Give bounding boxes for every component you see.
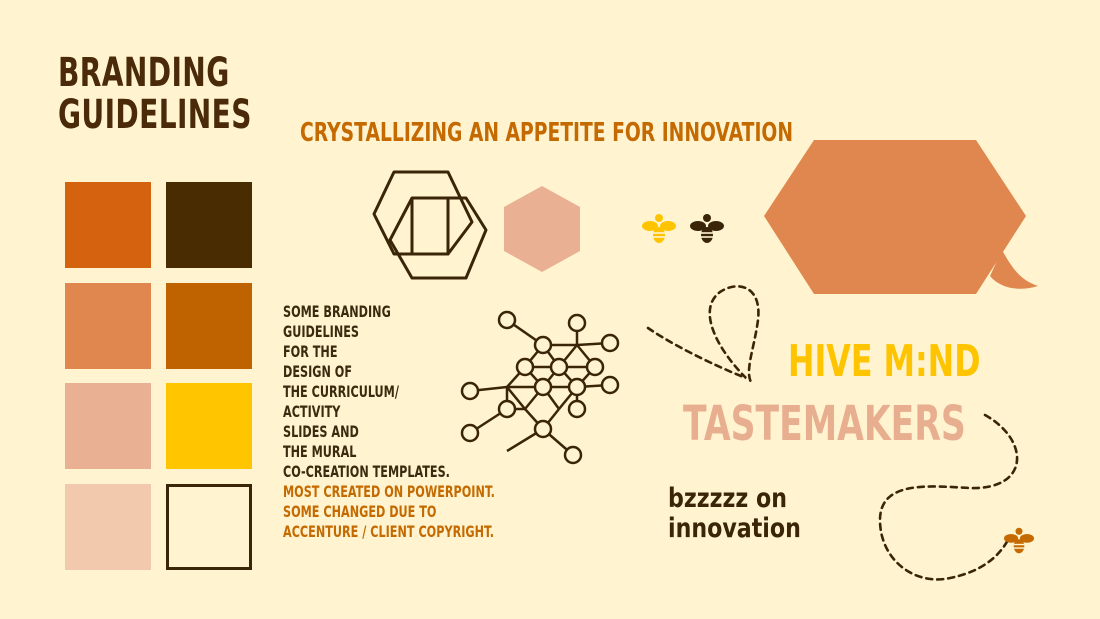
- swatch-golden-yellow: [166, 383, 252, 469]
- bzz-line-1: bzzzzz on: [668, 483, 787, 514]
- bzz-line-2: innovation: [668, 513, 801, 544]
- swatch-terracotta: [65, 283, 151, 369]
- hexagon-icon: [504, 186, 580, 272]
- swatch-peach: [65, 484, 151, 570]
- subtitle: CRYSTALLIZING AN APPETITE FOR INNOVATION: [300, 118, 793, 148]
- swatch-burnt-orange: [65, 182, 151, 268]
- description-accent-line: SOME CHANGED DUE TO: [283, 502, 437, 521]
- molecule-network-icon: [460, 310, 620, 465]
- cube-hex-outline-icon: [372, 170, 488, 280]
- description-accent-line: ACCENTURE / CLIENT COPYRIGHT.: [283, 522, 495, 541]
- swatch-caramel: [166, 283, 252, 369]
- description-line: SLIDES AND: [283, 422, 359, 441]
- description-line: CO-CREATION TEMPLATES.: [283, 462, 450, 481]
- description-accent-line: MOST CREATED ON POWERPOINT.: [283, 482, 495, 501]
- page-title: BRANDING GUIDELINES: [58, 52, 252, 136]
- description-line: SOME BRANDING: [283, 302, 391, 321]
- description-line: THE CURRICULUM/: [283, 382, 399, 401]
- description-line: DESIGN OF: [283, 362, 352, 381]
- bzz-tagline: bzzzzz on innovation: [668, 484, 801, 544]
- bee-icon: [690, 214, 724, 243]
- bee-flight-path-icon: [646, 285, 760, 386]
- bee-icon: [642, 214, 676, 243]
- bee-icon: [1004, 527, 1034, 554]
- description-text: SOME BRANDING GUIDELINES FOR THE DESIGN …: [283, 302, 495, 542]
- tastemakers-label: TASTEMAKERS: [683, 396, 966, 452]
- description-line: GUIDELINES: [283, 322, 359, 341]
- swatch-cream: [166, 484, 252, 570]
- description-line: ACTIVITY: [283, 402, 341, 421]
- swatch-dark-brown: [166, 182, 252, 268]
- description-line: FOR THE: [283, 342, 338, 361]
- title-line-1: BRANDING: [58, 50, 230, 96]
- description-line: THE MURAL: [283, 442, 357, 461]
- swatch-blush: [65, 383, 151, 469]
- title-line-2: GUIDELINES: [58, 92, 252, 138]
- bee-flight-path-icon: [878, 413, 1019, 581]
- hive-mind-label: HIVE M:ND: [788, 336, 981, 387]
- speech-bubble-icon: [764, 140, 1038, 294]
